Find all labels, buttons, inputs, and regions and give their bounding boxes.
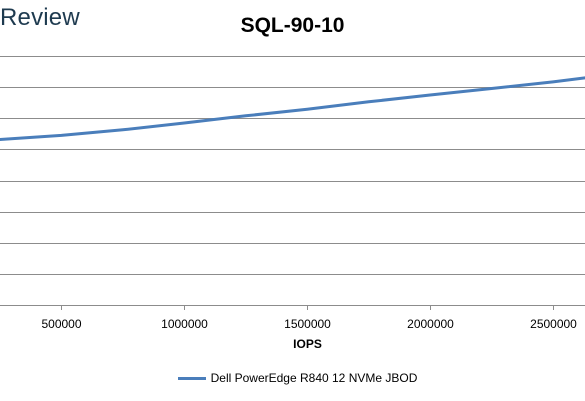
x-tick-label-2: 1000000 [161, 317, 208, 331]
x-axis-title: IOPS [293, 337, 322, 351]
legend-line-swatch [177, 376, 206, 380]
x-tick-label-5: 2500000 [530, 317, 577, 331]
series-group [0, 76, 585, 141]
x-tick-label-3: 1500000 [284, 317, 331, 331]
legend: Dell PowerEdge R840 12 NVMe JBOD [0, 371, 585, 385]
gridlines [0, 56, 585, 306]
series-line-1 [0, 76, 585, 141]
x-tick-label-1: 500000 [41, 317, 81, 331]
legend-label-series-1: Dell PowerEdge R840 12 NVMe JBOD [210, 371, 418, 385]
chart-title: SQL-90-10 [240, 14, 345, 37]
brand-logo-text: Review [0, 4, 80, 31]
x-tick-label-4: 2000000 [407, 317, 454, 331]
x-axis-ticks: 500000 1000000 1500000 2000000 2500000 [41, 305, 577, 331]
